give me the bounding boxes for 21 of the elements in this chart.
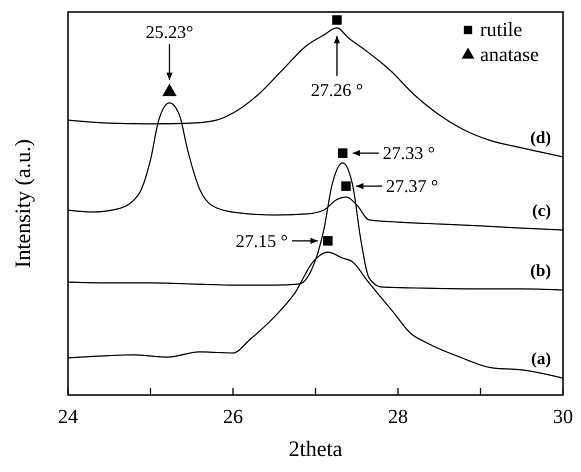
legend-label: anatase xyxy=(480,44,539,66)
annotation: 27.37 ° xyxy=(386,176,438,196)
x-tick-label: 30 xyxy=(553,406,573,428)
point xyxy=(338,148,348,158)
series-label: (d) xyxy=(530,128,551,147)
annotation: 27.15 ° xyxy=(236,230,288,251)
point xyxy=(341,181,351,191)
x-axis-title: 2theta xyxy=(288,436,343,461)
series-label: (b) xyxy=(530,261,551,280)
x-tick-label: 24 xyxy=(58,406,78,428)
legend-label: rutile xyxy=(480,19,522,41)
annotation: 27.26 ° xyxy=(310,80,364,100)
series-label: (c) xyxy=(532,201,551,220)
x-tick-label: 26 xyxy=(223,406,243,428)
annotation: 25.23° xyxy=(146,22,194,42)
x-tick-label: 28 xyxy=(388,406,408,428)
series-label: (a) xyxy=(531,349,551,368)
y-axis-title: Intensity (a.u.) xyxy=(10,139,35,268)
point xyxy=(323,236,333,246)
point xyxy=(332,15,342,25)
annotation: 27.33 ° xyxy=(382,143,435,164)
